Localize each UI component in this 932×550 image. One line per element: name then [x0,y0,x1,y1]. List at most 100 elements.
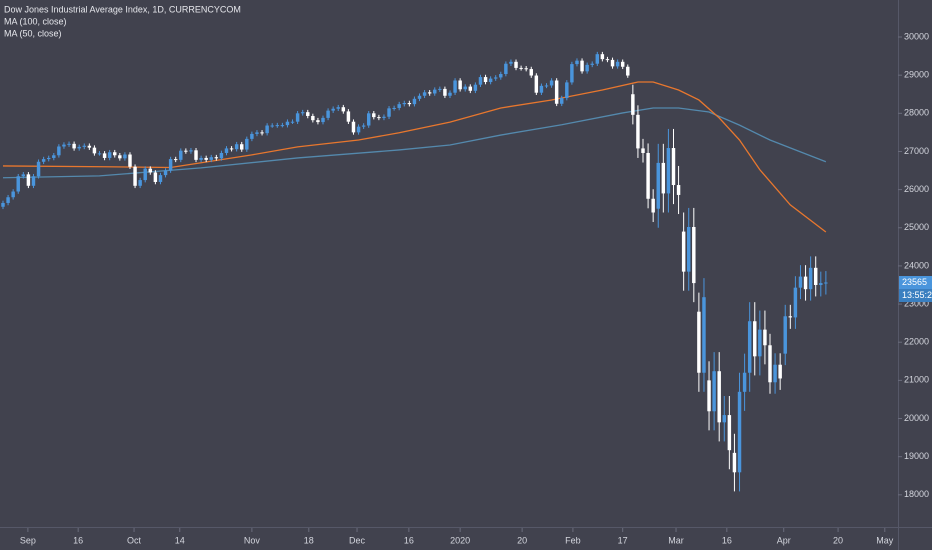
candle-body [148,168,153,173]
candle-body [646,152,650,199]
candle-body [102,153,107,158]
candle-body [189,150,193,152]
x-tick-label: 16 [722,535,732,545]
x-tick-label: 17 [618,535,628,545]
candle-body [392,107,396,109]
candle-body [57,146,61,156]
candle-body [351,121,356,133]
candle-body [443,88,447,96]
candle-body [778,364,782,379]
candle-body [753,321,757,357]
candle-body [636,114,640,149]
candle-body [702,297,706,373]
x-tick-label: Feb [565,535,581,545]
candle-body [260,132,264,134]
candle-body [717,371,721,423]
chart-title: Dow Jones Industrial Average Index, 1D, … [4,4,241,14]
candle-body [463,86,467,90]
candle-body [615,61,620,67]
candle-body [656,162,660,209]
y-tick-label: 20000 [904,413,929,423]
candle-body [153,172,158,182]
candle-body [422,92,427,96]
candle-body [194,150,198,160]
candle-body [773,364,777,383]
candle-body [417,95,422,99]
candle-body [199,157,203,160]
y-tick-label: 22000 [904,337,929,347]
candle-body [742,372,747,392]
candle-body [361,125,366,127]
candle-body [473,84,478,91]
candle-body [133,166,137,186]
candle-body [158,175,163,182]
candle-body [67,143,71,145]
x-tick-label: 14 [175,535,185,545]
legend-entry: MA (50, close) [4,28,62,38]
candle-body [783,316,787,354]
candle-body [306,112,310,116]
candle-body [52,155,56,158]
plot-area [1,51,828,492]
x-tick-label: 20 [517,535,527,545]
candle-body [727,415,732,451]
candle-body [326,110,330,118]
candle-body [377,117,381,119]
candle-body [107,152,112,158]
y-tick-label: 25000 [904,222,929,232]
candle-body [631,94,635,115]
candle-body [565,82,569,99]
candle-body [671,148,676,186]
candle-body [402,103,407,105]
x-tick-label: Nov [244,535,261,545]
candle-body [666,148,671,194]
countdown-label: 13:55:22 [902,290,932,300]
legend: Dow Jones Industrial Average Index, 1D, … [4,4,241,38]
y-tick-label: 21000 [904,375,929,385]
candle-body [453,80,457,93]
candle-body [737,391,742,473]
x-tick-label: 2020 [450,535,470,545]
candle-body [138,180,142,186]
candle-body [529,69,533,76]
candle-body [824,282,828,284]
candle-body [499,74,503,78]
candle-body [179,150,183,160]
candle-body [549,80,554,86]
x-tick-label: Apr [777,535,791,545]
candle-body [458,80,462,90]
candle-body [595,54,600,64]
candle-body [346,111,351,122]
candle-body [118,155,122,159]
candle-body [433,89,437,94]
candle-body [113,152,117,156]
countdown-box [899,289,932,303]
candle-body [438,88,442,90]
candle-body [560,98,564,104]
last-price-box [899,276,932,290]
candle-body [610,59,615,67]
candle-body [747,321,752,373]
candle-body [372,113,376,118]
candle-body [331,108,335,111]
candle-body [803,276,808,290]
candle-body [819,283,823,285]
candle-body [651,198,655,213]
candle-body [341,107,346,112]
candle-body [626,66,630,76]
candle-body [585,64,589,72]
last-price-label: 23565 [902,277,927,287]
moving-average-line [2,107,827,179]
axes: 18000 19000 20000 21000 22000 23000 24000 25000… [20,31,929,545]
x-tick-label: 20 [833,535,843,545]
x-tick-label: Oct [127,535,142,545]
candle-body [82,145,86,147]
candle-body [36,161,41,177]
moving-average-line [2,81,827,233]
x-tick-label: 18 [304,535,314,545]
candle-body [575,60,579,65]
candle-body [661,162,666,194]
candle-body [184,150,188,152]
candle-body [605,59,610,61]
